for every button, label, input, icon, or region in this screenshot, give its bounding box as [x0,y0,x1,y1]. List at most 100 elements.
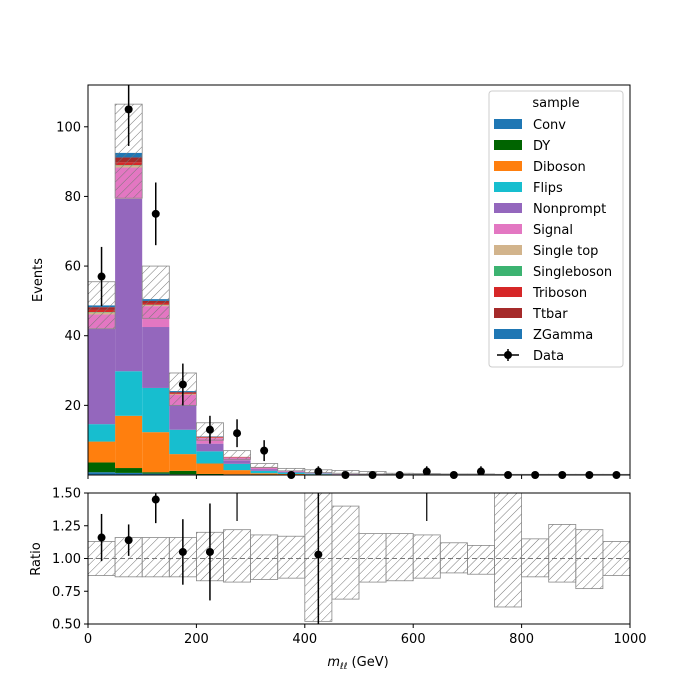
data-point [97,272,106,281]
ratio-uncertainty-band [88,493,630,622]
legend-swatch-signal [494,224,522,234]
bar-flips-bin-1 [115,371,143,416]
ratio-band-bin-9 [331,505,360,600]
ratio-band-bin-2 [141,537,170,578]
data-point [151,209,160,218]
x-axis-label: mℓℓ (GeV) [327,655,388,672]
ratio-point [205,547,214,556]
bar-diboson-bin-4 [196,463,224,474]
x-tick-label: 400 [292,632,317,647]
legend-swatch-zgamma [494,329,522,339]
bar-flips-bin-3 [169,429,197,455]
bar-flips-bin-0 [88,424,116,442]
y-tick-label: 100 [56,120,81,135]
legend-label-single-top: Single top [533,244,598,259]
ratio-point [314,550,323,559]
ratio-point [178,547,187,556]
legend-label-flips: Flips [533,181,563,196]
ratio-band-bin-14 [466,545,495,575]
ratio-point [97,533,106,542]
ratio-y-tick-label: 1.25 [52,519,81,534]
y-tick-label: 20 [64,399,81,414]
ratio-points [97,493,428,624]
ratio-band-bin-17 [548,524,577,583]
ratio-band-bin-18 [575,529,604,590]
bar-dy-bin-0 [88,462,116,473]
legend-swatch-triboson [494,287,522,297]
ratio-band-bin-5 [223,529,252,583]
data-point [422,467,431,476]
ratio-y-tick-label: 1.00 [52,552,81,567]
legend-swatch-conv [494,119,522,129]
legend-swatch-nonprompt [494,203,522,213]
ratio-y-axis-label: Ratio [29,542,44,575]
x-axis-label-unit: (GeV) [347,655,388,670]
data-point [124,105,133,114]
ratio-band-bin-7 [277,535,306,579]
legend-label-ttbar: Ttbar [532,307,568,322]
bar-nonprompt-bin-2 [142,327,170,388]
bar-diboson-bin-6 [250,473,278,475]
bar-diboson-bin-5 [223,470,251,475]
uncertainty-band-bin-5 [223,450,252,460]
ratio-band-bin-16 [521,538,550,578]
legend-label-diboson: Diboson [533,160,586,175]
main-axes-frame [87,84,631,476]
data-point [233,429,242,438]
bar-dy-bin-2 [142,472,170,474]
legend-label-nonprompt: Nonprompt [533,202,606,217]
bar-conv-bin-1 [115,472,143,475]
legend-swatch-flips [494,182,522,192]
bar-conv-bin-2 [142,473,170,475]
uncertainty-band-bin-6 [250,463,279,468]
x-axis-label-subscript: ℓℓ [339,662,347,672]
legend-label-dy: DY [533,139,550,154]
y-axis-label: Events [31,258,46,302]
bar-nonprompt-bin-5 [223,460,251,464]
ratio-band-bin-13 [439,542,468,574]
legend-label-signal: Signal [533,223,573,238]
bar-nonprompt-bin-6 [250,469,278,471]
bar-signal-bin-6 [250,467,278,470]
x-tick-label: 800 [509,632,534,647]
legend-items: Conv DY Diboson Flips Nonprompt Signal Single … [494,118,612,364]
bar-dy-bin-1 [115,468,143,473]
legend-swatch-single-top [494,245,522,255]
uncertainty-band-bin-2 [141,265,170,319]
ratio-band-bin-11 [385,533,414,582]
data-point [314,467,323,476]
y-tick-label: 60 [64,260,81,275]
bar-dy-bin-4 [196,473,224,475]
main-x-ticks [87,475,631,479]
ratio-y-tick-label: 0.50 [52,618,81,633]
data-point [476,467,485,476]
bar-diboson-bin-2 [142,432,170,473]
legend-label-data: Data [533,349,564,364]
data-point [178,380,187,389]
data-point [205,425,214,434]
ratio-point [151,495,160,504]
ratio-point [124,536,133,545]
ratio-panel: 0.50 0.75 1.00 1.25 1.50 0 200 400 600 800 1000 R… [29,487,647,673]
y-tick-label: 40 [64,329,81,344]
main-y-ticks: 20 40 60 80 100 [56,120,88,414]
ratio-band-bin-6 [250,534,279,580]
ratio-y-tick-label: 0.75 [52,585,81,600]
y-tick-label: 80 [64,190,81,205]
x-tick-label: 1000 [613,632,646,647]
ratio-band-bin-10 [358,533,387,583]
bar-nonprompt-bin-1 [115,198,143,372]
ratio-y-tick-label: 1.50 [52,487,81,502]
bar-flips-bin-2 [142,387,170,433]
x-tick-label: 600 [401,632,426,647]
bar-conv-bin-0 [88,472,116,475]
bar-flips-bin-5 [223,463,251,471]
x-tick-label: 200 [184,632,209,647]
legend-title: sample [532,96,579,111]
legend-frame [488,90,624,368]
legend-swatch-dy [494,140,522,150]
legend-label-conv: Conv [533,118,566,133]
ratio-band-bin-15 [494,493,523,608]
ratio-x-ticks: 0 200 400 600 800 1000 [84,624,647,647]
